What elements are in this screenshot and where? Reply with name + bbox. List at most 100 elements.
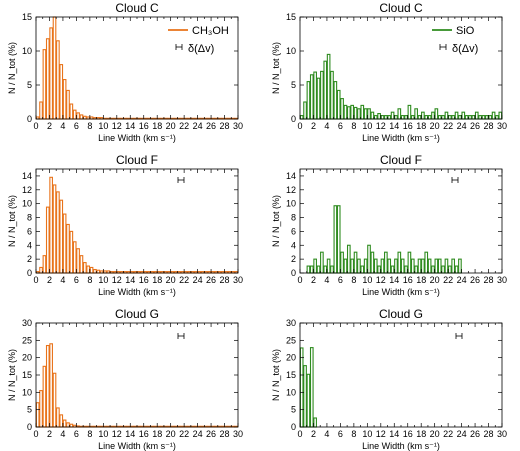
histogram-bar <box>326 258 331 274</box>
x-tick-label: 14 <box>389 275 399 285</box>
histogram-bar <box>394 258 398 274</box>
plot-frame <box>299 322 503 428</box>
histogram-bar <box>377 113 381 120</box>
histogram-bar <box>478 115 482 120</box>
x-tick-label: 2 <box>47 275 52 285</box>
y-tick-label: 12 <box>286 185 296 195</box>
histogram-bar <box>326 53 331 120</box>
x-tick-label: 22 <box>443 121 453 131</box>
histogram-bar <box>69 103 74 120</box>
y-tick-label: 4 <box>27 240 32 250</box>
histogram-bar <box>357 258 361 274</box>
histogram-bar <box>82 262 87 274</box>
histogram-bar <box>495 115 499 120</box>
histogram-bar <box>323 60 328 120</box>
panel-title: Cloud G <box>115 307 159 321</box>
histogram-bars <box>299 53 503 120</box>
histogram-bar <box>400 115 405 120</box>
histogram-bar <box>66 422 70 428</box>
histogram-bar <box>353 106 358 120</box>
y-tick-label: 20 <box>22 353 32 363</box>
histogram-bar <box>458 258 462 274</box>
y-tick-label: 0 <box>291 268 296 278</box>
x-tick-label: 0 <box>297 429 302 439</box>
histogram-bar <box>390 111 395 120</box>
y-tick-label: 8 <box>291 213 296 223</box>
histogram-bar <box>454 265 459 274</box>
x-tick-label: 30 <box>497 275 507 285</box>
histogram-bar <box>397 251 402 274</box>
x-tick-label: 6 <box>338 429 343 439</box>
histogram-bar <box>333 81 338 120</box>
x-tick-label: 28 <box>220 429 230 439</box>
y-tick-label: 14 <box>286 171 296 181</box>
x-tick-label: 6 <box>74 429 79 439</box>
histogram-bar <box>336 89 341 120</box>
x-tick-label: 26 <box>206 429 216 439</box>
x-tick-label: 26 <box>470 429 480 439</box>
x-tick-label: 10 <box>98 429 108 439</box>
histogram-bar <box>320 251 324 274</box>
chart-panel-5: 0 2 4 6 8 10 12 14 16 18 20 22 24 26 28 30051015202530C… <box>7 307 243 451</box>
histogram-bar <box>336 205 341 274</box>
histogram-bar <box>299 347 304 428</box>
y-tick-label: 10 <box>286 199 296 209</box>
x-tick-label: 14 <box>125 275 135 285</box>
histogram-bar <box>367 244 371 274</box>
x-axis-label: Line Width (km s⁻¹) <box>362 287 440 297</box>
histogram-bar <box>45 344 50 428</box>
histogram-bar <box>373 115 378 120</box>
y-tick-label: 15 <box>22 12 32 22</box>
x-tick-label: 24 <box>193 429 203 439</box>
histogram-bar <box>306 373 311 428</box>
x-tick-label: 12 <box>376 121 386 131</box>
histogram-bar <box>384 115 388 120</box>
histogram-bar <box>346 106 351 120</box>
x-tick-label: 18 <box>416 121 426 131</box>
x-tick-label: 2 <box>47 429 52 439</box>
x-tick-label: 20 <box>430 429 440 439</box>
histogram-bar <box>89 266 94 274</box>
x-tick-label: 20 <box>430 121 440 131</box>
histogram-bar <box>56 40 60 120</box>
y-tick-label: 12 <box>22 185 32 195</box>
histogram-bar <box>42 365 47 428</box>
histogram-bar <box>49 343 53 428</box>
histogram-bar <box>76 248 80 274</box>
x-tick-label: 6 <box>74 121 79 131</box>
x-tick-label: 18 <box>416 275 426 285</box>
x-tick-label: 8 <box>87 121 92 131</box>
x-tick-label: 10 <box>362 429 372 439</box>
x-tick-label: 8 <box>351 429 356 439</box>
histogram-bar <box>59 414 64 428</box>
y-tick-label: 4 <box>291 240 296 250</box>
histogram-bar <box>447 115 452 120</box>
x-tick-label: 30 <box>233 121 243 131</box>
x-tick-label: 26 <box>470 275 480 285</box>
histogram-bar <box>461 111 466 120</box>
x-tick-label: 16 <box>403 429 413 439</box>
y-tick-label: 10 <box>22 199 32 209</box>
histogram-bar <box>380 258 385 274</box>
y-tick-label: 0 <box>291 422 296 432</box>
y-tick-label: 30 <box>22 318 32 328</box>
histogram-bar <box>377 265 381 274</box>
histogram-bar <box>66 89 70 120</box>
histogram-bar <box>421 111 425 120</box>
histogram-bar <box>39 266 43 274</box>
x-tick-label: 14 <box>125 121 135 131</box>
x-tick-label: 26 <box>206 275 216 285</box>
x-axis-label: Line Width (km s⁻¹) <box>98 133 176 143</box>
histogram-bars <box>299 347 317 428</box>
x-axis-label: Line Width (km s⁻¹) <box>98 441 176 451</box>
histogram-bar <box>444 111 449 120</box>
histogram-bar <box>451 258 456 274</box>
x-tick-label: 10 <box>362 275 372 285</box>
x-tick-label: 14 <box>125 429 135 439</box>
histogram-bar <box>56 191 60 274</box>
histogram-bar <box>79 114 84 120</box>
y-tick-label: 15 <box>286 12 296 22</box>
legend-ch3oh: CH₃OH <box>168 25 229 37</box>
x-tick-label: 18 <box>152 429 162 439</box>
